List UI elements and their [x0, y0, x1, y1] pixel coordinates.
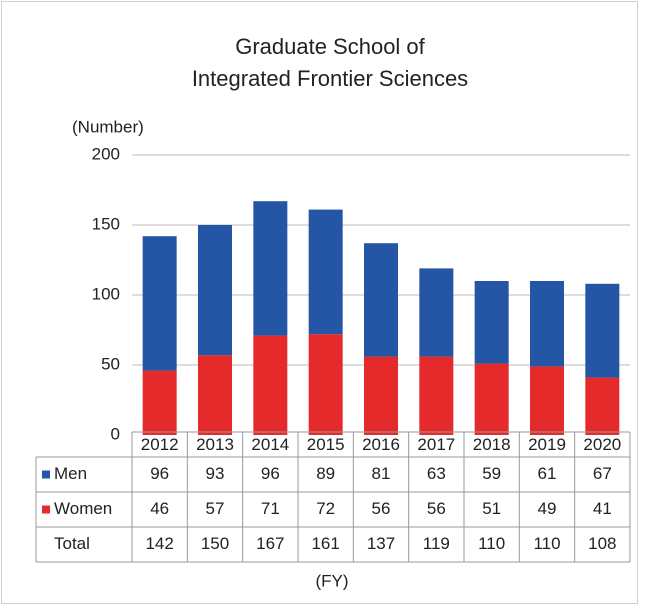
- table-value: 49: [538, 499, 557, 518]
- table-value: 137: [367, 534, 395, 553]
- x-axis-label: (FY): [315, 571, 348, 590]
- bar-segment: [308, 209, 343, 335]
- chart-title: Graduate School of: [235, 34, 425, 59]
- chart-frame: [1, 1, 638, 604]
- table-value: 96: [261, 464, 280, 483]
- x-tick-label: 2018: [473, 435, 511, 454]
- table-value: 110: [533, 534, 560, 553]
- bar-segment: [364, 243, 398, 357]
- bar-segment: [585, 283, 620, 378]
- table-value: 81: [372, 464, 391, 483]
- table-value: 108: [588, 534, 616, 553]
- bar-segment: [198, 225, 232, 356]
- legend-swatch: [42, 470, 50, 479]
- y-tick-label: 150: [92, 214, 120, 233]
- bar-segment: [198, 355, 232, 435]
- bar-segment: [585, 377, 620, 435]
- table-value: 119: [423, 534, 450, 553]
- bar-segment: [530, 281, 564, 367]
- table-value: 142: [145, 534, 173, 553]
- table-value: 71: [261, 499, 280, 518]
- y-axis-label: (Number): [72, 117, 144, 136]
- table-value: 161: [311, 534, 339, 553]
- table-value: 93: [206, 464, 225, 483]
- table-value: 59: [482, 464, 501, 483]
- legend-label: Women: [54, 499, 112, 518]
- bar-segment: [530, 366, 564, 435]
- table-value: 96: [150, 464, 169, 483]
- table-value: 72: [316, 499, 335, 518]
- x-tick-label: 2014: [251, 435, 289, 454]
- bar-segment: [474, 363, 509, 435]
- bar-segment: [142, 370, 177, 435]
- table-value: 89: [316, 464, 335, 483]
- bar-segment: [253, 201, 288, 336]
- y-tick-label: 200: [92, 144, 120, 163]
- table-value: 150: [201, 534, 229, 553]
- y-tick-label: 100: [92, 284, 120, 303]
- bar-segment: [474, 281, 509, 364]
- table-value: 41: [593, 499, 612, 518]
- x-tick-label: 2020: [583, 435, 621, 454]
- x-tick-label: 2016: [362, 435, 400, 454]
- y-tick-label: 50: [101, 354, 120, 373]
- table-value: 51: [482, 499, 501, 518]
- table-value: 46: [150, 499, 169, 518]
- table-value: 67: [593, 464, 612, 483]
- chart-title: Integrated Frontier Sciences: [192, 66, 468, 91]
- table-value: 167: [256, 534, 284, 553]
- bar-segment: [142, 236, 177, 371]
- x-tick-label: 2015: [307, 435, 345, 454]
- legend-swatch: [42, 505, 50, 514]
- table-value: 56: [372, 499, 391, 518]
- bar-segment: [419, 268, 454, 357]
- table-value: 63: [427, 464, 446, 483]
- bar-segment: [364, 356, 398, 435]
- table-value: 57: [206, 499, 225, 518]
- x-tick-label: 2019: [528, 435, 566, 454]
- table-value: 110: [478, 534, 505, 553]
- x-tick-label: 2017: [417, 435, 455, 454]
- bar-segment: [308, 334, 343, 435]
- y-tick-label: 0: [111, 424, 120, 443]
- bar-segment: [419, 356, 454, 435]
- x-tick-label: 2013: [196, 435, 234, 454]
- table-value: 56: [427, 499, 446, 518]
- x-tick-label: 2012: [141, 435, 179, 454]
- legend-label: Men: [54, 464, 87, 483]
- bar-segment: [253, 335, 288, 435]
- total-label: Total: [54, 534, 90, 553]
- table-value: 61: [538, 464, 557, 483]
